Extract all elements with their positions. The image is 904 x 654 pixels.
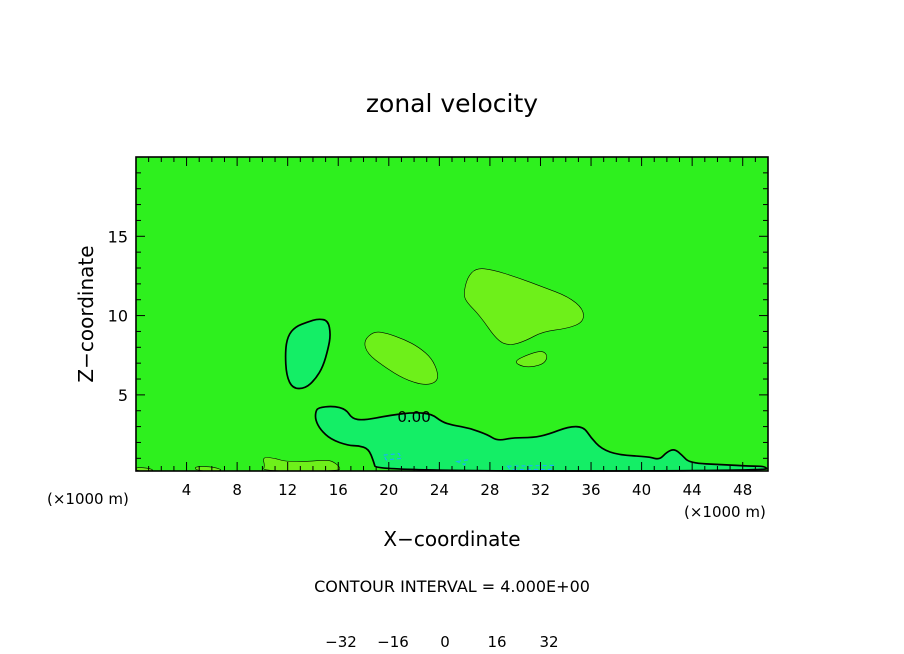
x-axis-label: X−coordinate [383,527,520,551]
colorbar-tick-label: 32 [539,633,558,651]
colorbar-tick-label: −32 [325,633,357,651]
colorbar-tick-label: −16 [377,633,409,651]
x-tick-label: 36 [581,481,600,499]
chart-title: zonal velocity [366,89,538,118]
plot-background [136,157,768,471]
contour-features [135,268,768,472]
colorbar-tick-labels: −32 −16 0 16 32 [325,633,558,651]
contour-interval-text: CONTOUR INTERVAL = 4.000E+00 [314,577,590,596]
x-tick-label: 16 [329,481,348,499]
contour-line-dashed [506,464,555,470]
x-tick-label: 44 [683,481,702,499]
contour-label: 0.00 [397,408,430,426]
x-tick-label: 20 [379,481,398,499]
x-tick-label: 28 [480,481,499,499]
colorbar-tick-label: 0 [440,633,450,651]
x-tick-label: 8 [232,481,242,499]
contour-region-negative [314,405,768,472]
x-tick-label: 4 [182,481,192,499]
x-tick-label: 24 [430,481,449,499]
x-unit-left: (×1000 m) [47,490,129,508]
x-unit-right: (×1000 m) [684,503,766,521]
y-tick-label: 15 [108,227,128,246]
x-tick-label: 48 [733,481,752,499]
contour-region-positive [464,268,584,345]
contour-region-negative [284,318,331,390]
x-tick-label: 40 [632,481,651,499]
y-axis-ticks: 5 10 15 [108,172,768,459]
contour-region-positive [364,331,438,385]
colorbar-tick-label: 16 [487,633,506,651]
x-tick-label: 12 [278,481,297,499]
y-axis-label: Z−coordinate [74,245,98,382]
y-tick-label: 10 [108,307,128,326]
contour-region-positive [516,351,548,368]
x-tick-label: 32 [531,481,550,499]
x-axis-ticks: 4 8 12 16 20 24 28 32 36 40 44 48 [148,157,756,499]
y-tick-label: 5 [118,386,128,405]
contour-line-dashed [382,453,403,461]
